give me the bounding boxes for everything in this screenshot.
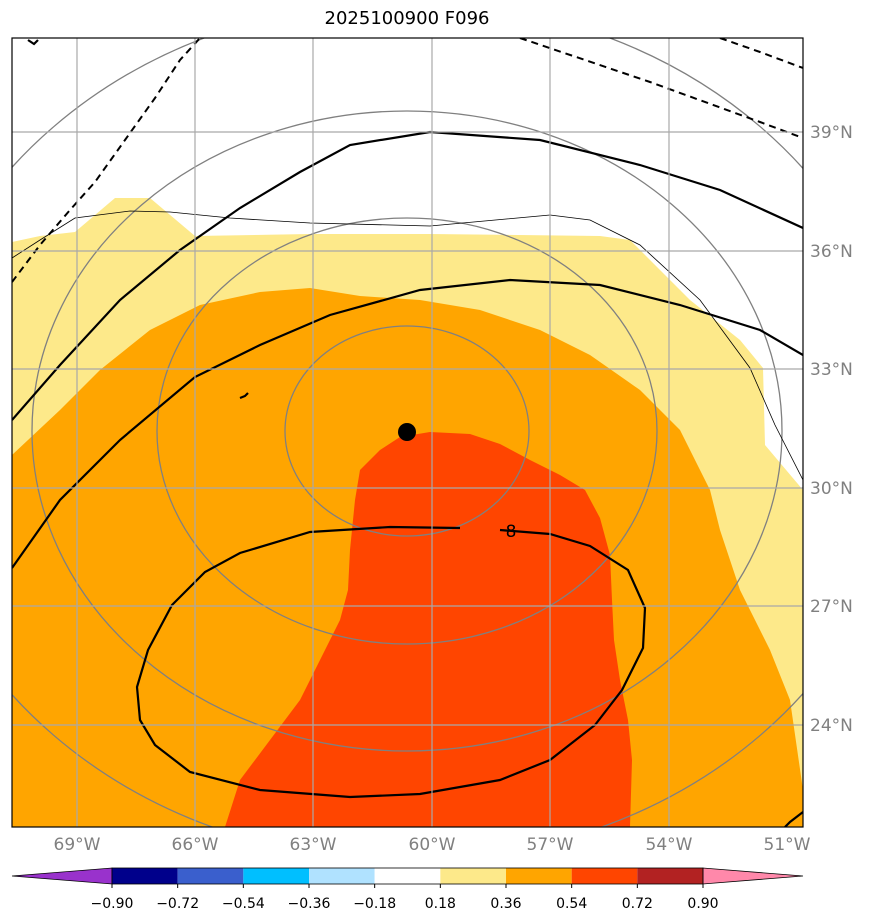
lon-label: 60°W: [409, 835, 456, 855]
colorbar: −0.90 −0.72 −0.54 −0.36 −0.18 0.18 0.36 0.54 0.7…: [11, 867, 804, 912]
lat-label: 24°N: [810, 716, 853, 736]
colorbar-segment: [571, 868, 638, 884]
latitude-labels: 39°N 36°N 33°N 30°N 27°N 24°N: [810, 123, 853, 736]
colorbar-tick-label: −0.54: [222, 896, 265, 912]
colorbar-tick-label: −0.90: [91, 896, 134, 912]
map-title: 2025100900 F096: [324, 8, 490, 29]
colorbar-segment: [112, 868, 178, 884]
colorbar-segment: [309, 868, 375, 884]
contour-8-loop: [135, 525, 647, 799]
colorbar-tick-label: −0.36: [288, 896, 331, 912]
longitude-labels: 69°W 66°W 63°W 60°W 57°W 54°W 51°W: [54, 835, 811, 855]
lon-label: 63°W: [290, 835, 337, 855]
lat-label: 33°N: [810, 360, 853, 380]
thick-contour: [784, 811, 803, 827]
colorbar-segment: [637, 868, 703, 884]
contour-label: 8: [506, 522, 517, 542]
lat-label: 36°N: [810, 242, 853, 262]
colorbar-tick-label: 0.90: [687, 896, 718, 912]
thin-contour-line: [12, 210, 803, 481]
colorbar-segment: [243, 868, 309, 884]
colorbar-lower-extend: [11, 867, 113, 885]
fill-red-orange-region: [225, 432, 632, 827]
colorbar-segment: [506, 868, 572, 884]
lat-label: 30°N: [810, 479, 853, 499]
lat-label: 39°N: [810, 123, 853, 143]
distance-circle: [156, 217, 658, 645]
thick-contour: [27, 39, 39, 46]
map-frame: [11, 37, 804, 828]
colorbar-upper-extend: [702, 867, 804, 885]
colorbar-tick-label: 0.36: [490, 896, 521, 912]
distance-circle: [31, 110, 783, 752]
lat-label: 27°N: [810, 597, 853, 617]
dashed-contour: [519, 38, 803, 139]
lon-label: 66°W: [172, 835, 219, 855]
storm-center-dot: [398, 423, 416, 441]
gridlines: [12, 38, 803, 827]
thick-contour: [239, 392, 249, 400]
dashed-contour: [719, 38, 803, 69]
colorbar-segment: [177, 868, 244, 884]
dashed-contours: [12, 38, 803, 283]
colorbar-tick-label: 0.54: [556, 896, 587, 912]
colorbar-tick-label: −0.18: [353, 896, 396, 912]
lon-label: 57°W: [527, 835, 574, 855]
colorbar-segment: [374, 868, 441, 884]
colorbar-tick-label: 0.72: [622, 896, 653, 912]
thick-contours: [12, 39, 803, 827]
colorbar-segment: [440, 868, 506, 884]
thick-contour: [12, 278, 803, 569]
colorbar-tick-label: 0.18: [425, 896, 456, 912]
colorbar-tick-label: −0.72: [156, 896, 199, 912]
thick-contour: [12, 130, 803, 421]
lon-label: 51°W: [764, 835, 811, 855]
dashed-contour: [12, 38, 201, 283]
distance-circle: [284, 325, 530, 537]
colorbar-outline: [111, 867, 704, 885]
lon-label: 54°W: [646, 835, 693, 855]
lon-label: 69°W: [54, 835, 101, 855]
